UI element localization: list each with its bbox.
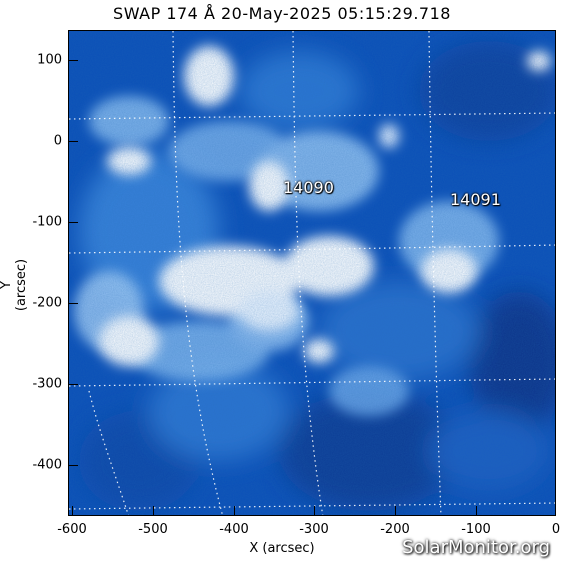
image-title: SWAP 174 Å 20-May-2025 05:15:29.718 [113, 4, 451, 23]
active-region-label: 14091 [450, 190, 501, 209]
y-tick-label: 100 [37, 52, 62, 68]
x-tick-label: -300 [299, 522, 329, 537]
x-tick-mark [72, 506, 73, 516]
x-tick-label: -200 [380, 522, 410, 537]
x-tick-mark [314, 506, 315, 516]
y-tick-mark [68, 303, 78, 304]
x-tick-mark [476, 506, 477, 516]
y-tick-label: -300 [32, 376, 62, 392]
y-axis-label: Y (arcsec) [0, 258, 29, 312]
solar-image [68, 30, 556, 516]
y-tick-mark [68, 222, 78, 223]
y-tick-label: -200 [32, 295, 62, 311]
x-tick-label: -100 [461, 522, 491, 537]
y-tick-label: -400 [32, 457, 62, 473]
x-tick-mark [234, 506, 235, 516]
y-tick-label: -100 [32, 214, 62, 230]
watermark-logo: SolarMonitor.org [402, 537, 550, 558]
y-tick-mark [68, 465, 78, 466]
active-region-label: 14090 [283, 178, 334, 197]
x-tick-label: -400 [219, 522, 249, 537]
x-axis-label: X (arcsec) [249, 541, 315, 556]
x-tick-label: -600 [57, 522, 87, 537]
x-tick-label: 0 [551, 522, 561, 537]
x-tick-mark [153, 506, 154, 516]
x-tick-mark [395, 506, 396, 516]
y-tick-mark [68, 60, 78, 61]
y-tick-label: 0 [53, 133, 62, 149]
y-tick-mark [68, 141, 78, 142]
y-tick-mark [68, 384, 78, 385]
x-tick-label: -500 [138, 522, 168, 537]
